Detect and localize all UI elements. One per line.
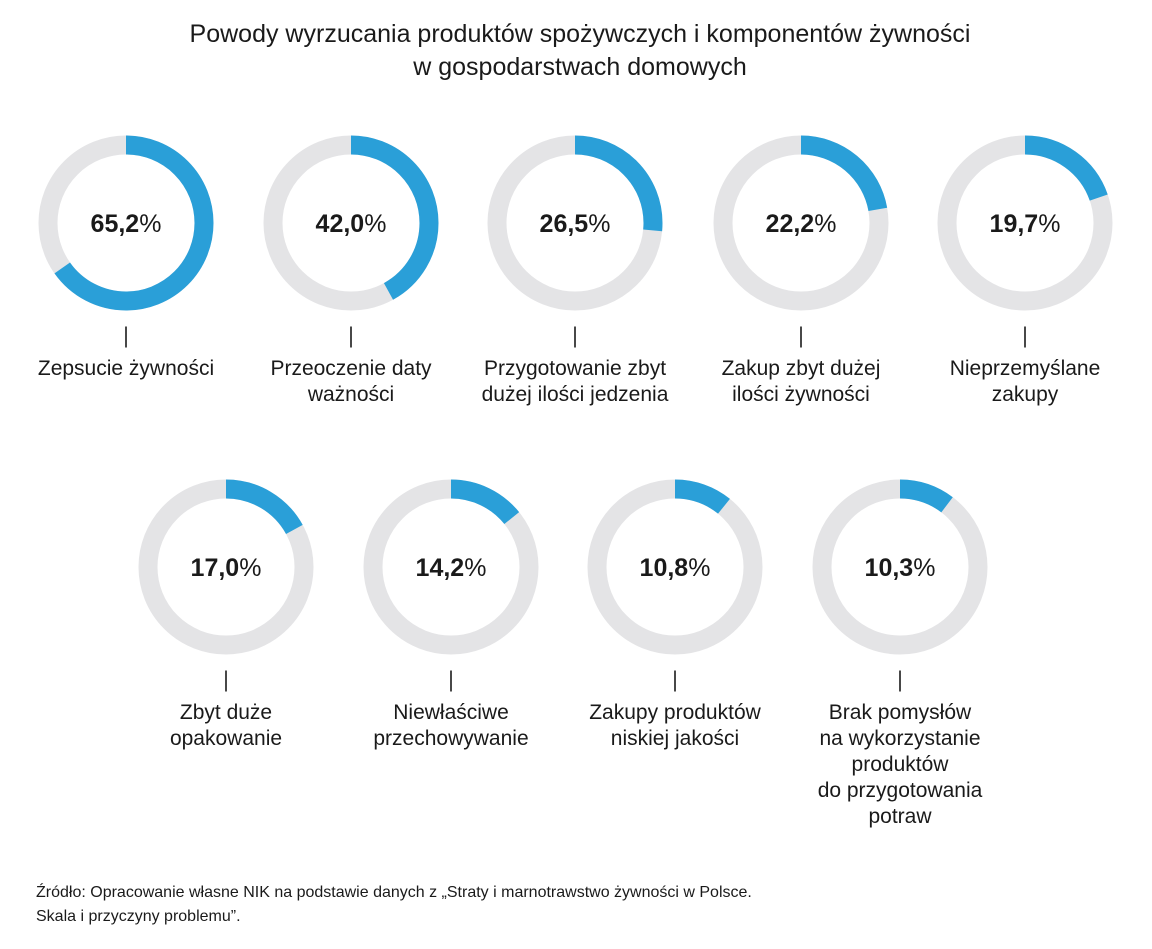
category-label-line: Zepsucie żywności [37,356,215,380]
category-label-line: Zakupy produktów [589,700,761,724]
value-number: 65,2 [91,210,140,238]
donut-value-arc [487,135,663,311]
value-label: 22,2% [766,210,837,238]
donut-2: 42,0% [263,135,439,348]
chart-title: Powody wyrzucania produktów spożywczych … [0,18,1152,84]
value-unit: % [139,210,161,238]
source-note: Źródło: Opracowanie własne NIK na podsta… [36,881,752,929]
value-label: 42,0% [316,210,387,238]
category-label-line: Przygotowanie zbyt [483,356,667,380]
value-number: 14,2 [416,554,465,582]
value-unit: % [364,210,386,238]
donut-value-arc [38,135,214,311]
source-line-1: Źródło: Opracowanie własne NIK na podsta… [36,884,752,901]
category-label-line: Zbyt duże [179,700,273,724]
value-unit: % [913,554,935,582]
value-number: 42,0 [316,210,365,238]
donut-6: 17,0% [138,479,314,692]
category-label-line: Nieprzemyślane [949,356,1101,380]
value-number: 10,3 [865,554,914,582]
value-label: 19,7% [990,210,1061,238]
donut-1: 65,2% [38,135,214,348]
value-label: 14,2% [416,554,487,582]
donut-value-arc [713,135,889,311]
donut-7: 14,2% [363,479,539,692]
donut-value-arc [937,135,1113,311]
value-number: 26,5 [540,210,589,238]
category-label-line: ilości żywności [732,382,870,406]
category-label: Przygotowanie zbyt dużej ilości jedzenia [455,356,695,408]
value-number: 19,7 [990,210,1039,238]
value-unit: % [1038,210,1060,238]
value-unit: % [814,210,836,238]
category-label-line: przechowywanie [373,726,529,750]
category-label-line: opakowanie [169,726,283,750]
category-label-line: niskiej jakości [610,726,740,750]
category-label-line: Niewłaściwe [393,700,509,724]
category-label-line: zakupy [991,382,1059,406]
donut-5: 19,7% [937,135,1113,348]
donut-4: 22,2% [713,135,889,348]
category-label-line: potraw [868,804,932,828]
value-unit: % [688,554,710,582]
value-label: 26,5% [540,210,611,238]
category-label-line: ważności [307,382,395,406]
category-label: Przeoczenie daty ważności [231,356,471,408]
source-line-2: Skala i przyczyny problemu”. [36,908,241,925]
chart-title-line-2: w gospodarstwach domowych [413,53,747,81]
value-label: 65,2% [91,210,162,238]
category-label: Zakup zbyt dużej ilości żywności [681,356,921,408]
donut-value-arc [363,479,539,655]
value-label: 10,8% [640,554,711,582]
value-number: 10,8 [640,554,689,582]
value-unit: % [464,554,486,582]
category-label: Zepsucie żywności [6,356,246,382]
category-label-line: Zakup zbyt dużej [721,356,881,380]
category-label-line: produktów [851,752,949,776]
value-unit: % [239,554,261,582]
category-label: Niewłaściwe przechowywanie [331,700,571,752]
category-label-line: Przeoczenie daty [270,356,432,380]
value-unit: % [588,210,610,238]
category-label-line: Brak pomysłów [828,700,972,724]
donut-3: 26,5% [487,135,663,348]
donut-value-arc [138,479,314,655]
donut-value-arc [263,135,439,311]
donut-8: 10,8% [587,479,763,692]
value-number: 22,2 [766,210,815,238]
category-label: Zakupy produktów niskiej jakości [555,700,795,752]
value-number: 17,0 [191,554,240,582]
category-label-line: na wykorzystanie [819,726,981,750]
category-label: Nieprzemyślane zakupy [905,356,1145,408]
value-label: 17,0% [191,554,262,582]
value-label: 10,3% [865,554,936,582]
category-label-line: dużej ilości jedzenia [481,382,669,406]
category-label: Zbyt duże opakowanie [106,700,346,752]
category-label-line: do przygotowania [817,778,983,802]
donut-value-arc [587,479,763,655]
chart-title-line-1: Powody wyrzucania produktów spożywczych … [189,20,971,48]
donut-value-arc [812,479,988,655]
category-label: Brak pomysłów na wykorzystanie produktów do… [780,700,1020,830]
donut-9: 10,3% [812,479,988,692]
